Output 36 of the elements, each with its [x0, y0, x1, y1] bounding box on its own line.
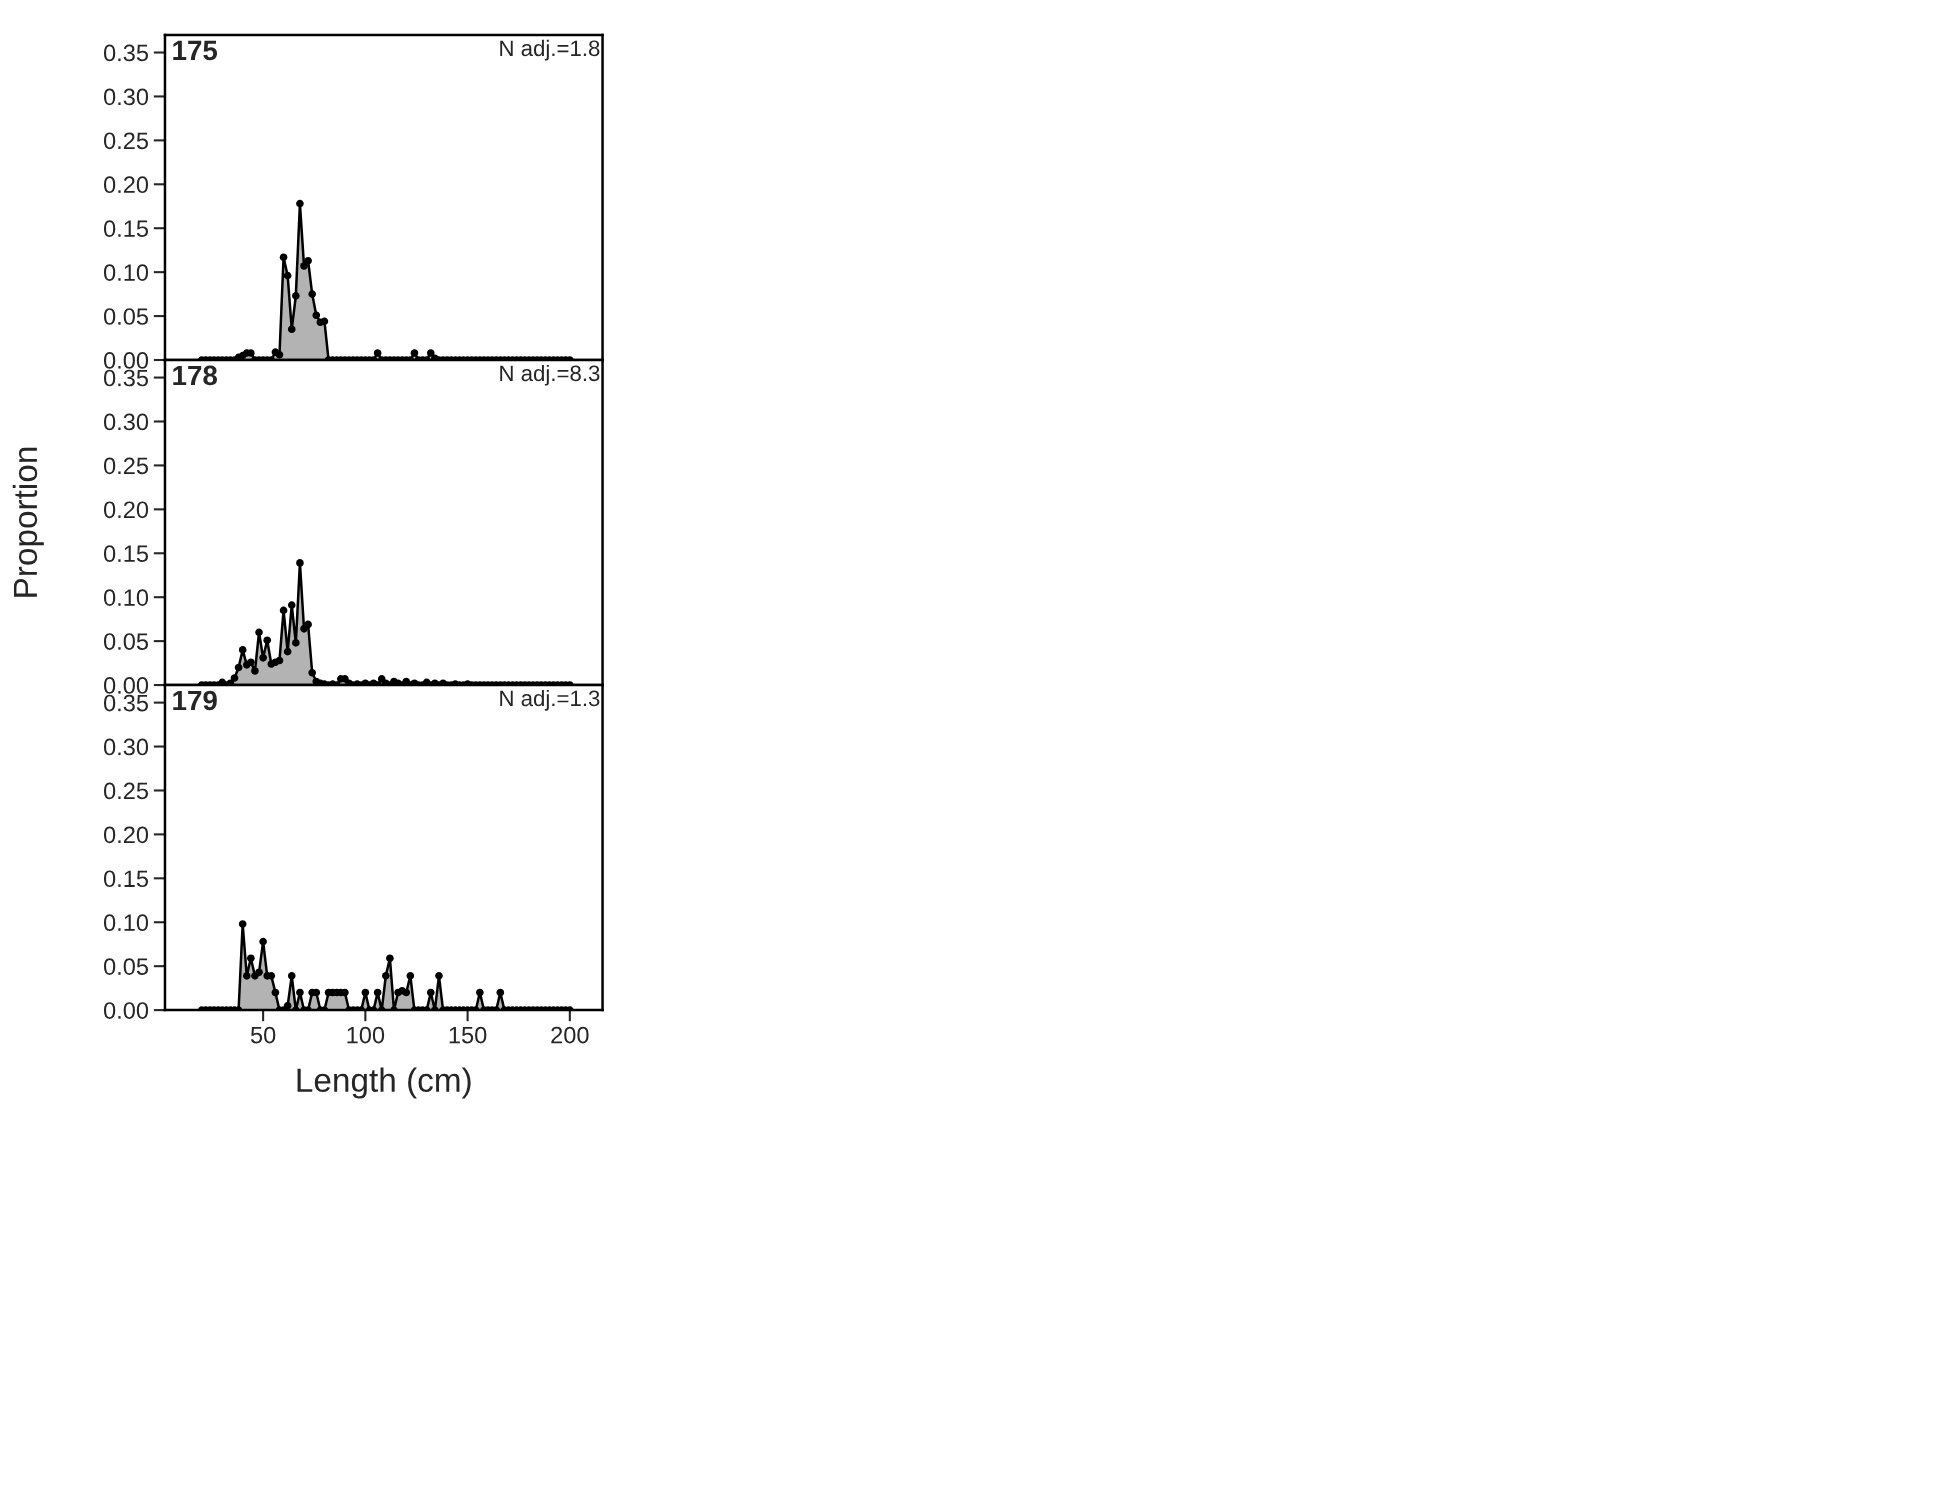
y-tick-label: 0.10: [103, 589, 149, 606]
y-tick-label: 0.15: [103, 870, 149, 888]
y-tick-label: 0.05: [103, 958, 149, 975]
y-tick-label: 0.00: [103, 1002, 149, 1019]
y-tick-label: 0.35: [103, 369, 149, 387]
x-tick-label: 50: [250, 1026, 276, 1044]
annotation: N adj.=1.3: [500, 689, 600, 711]
y-tick-label: 0.05: [103, 633, 149, 650]
chart-title: 178: [173, 365, 218, 386]
y-tick-label: 0.20: [103, 826, 149, 844]
y-axis-title: Proportion: [12, 447, 44, 597]
y-tick-label: 0.30: [103, 88, 149, 106]
x-axis-title: Length (cm): [297, 1067, 471, 1099]
y-tick-label: 0.25: [103, 132, 149, 150]
chart-title: 179: [173, 690, 217, 711]
y-tick-label: 0.05: [103, 308, 149, 325]
y-tick-label: 0.35: [103, 694, 149, 712]
y-tick-label: 0.25: [103, 457, 149, 475]
y-tick-label: 0.30: [103, 413, 149, 431]
annotation: N adj.=1.8: [500, 39, 600, 61]
y-tick-label: 0.20: [103, 501, 149, 519]
y-tick-label: 0.15: [103, 220, 149, 238]
x-tick-label: 100: [347, 1026, 385, 1044]
x-tick-label: 200: [551, 1026, 589, 1044]
y-tick-label: 0.25: [103, 782, 149, 800]
y-tick-label: 0.30: [103, 738, 149, 756]
y-tick-label: 0.00: [103, 677, 149, 694]
annotation: N adj.=8.3: [500, 364, 600, 386]
y-tick-label: 0.10: [103, 264, 149, 281]
y-tick-label: 0.35: [103, 44, 149, 62]
chart-title: 175: [173, 40, 218, 61]
x-tick-label: 150: [449, 1026, 487, 1044]
y-tick-label: 0.10: [103, 914, 149, 932]
y-tick-label: 0.00: [103, 352, 149, 369]
y-tick-label: 0.15: [103, 545, 149, 563]
y-tick-label: 0.20: [103, 176, 149, 194]
